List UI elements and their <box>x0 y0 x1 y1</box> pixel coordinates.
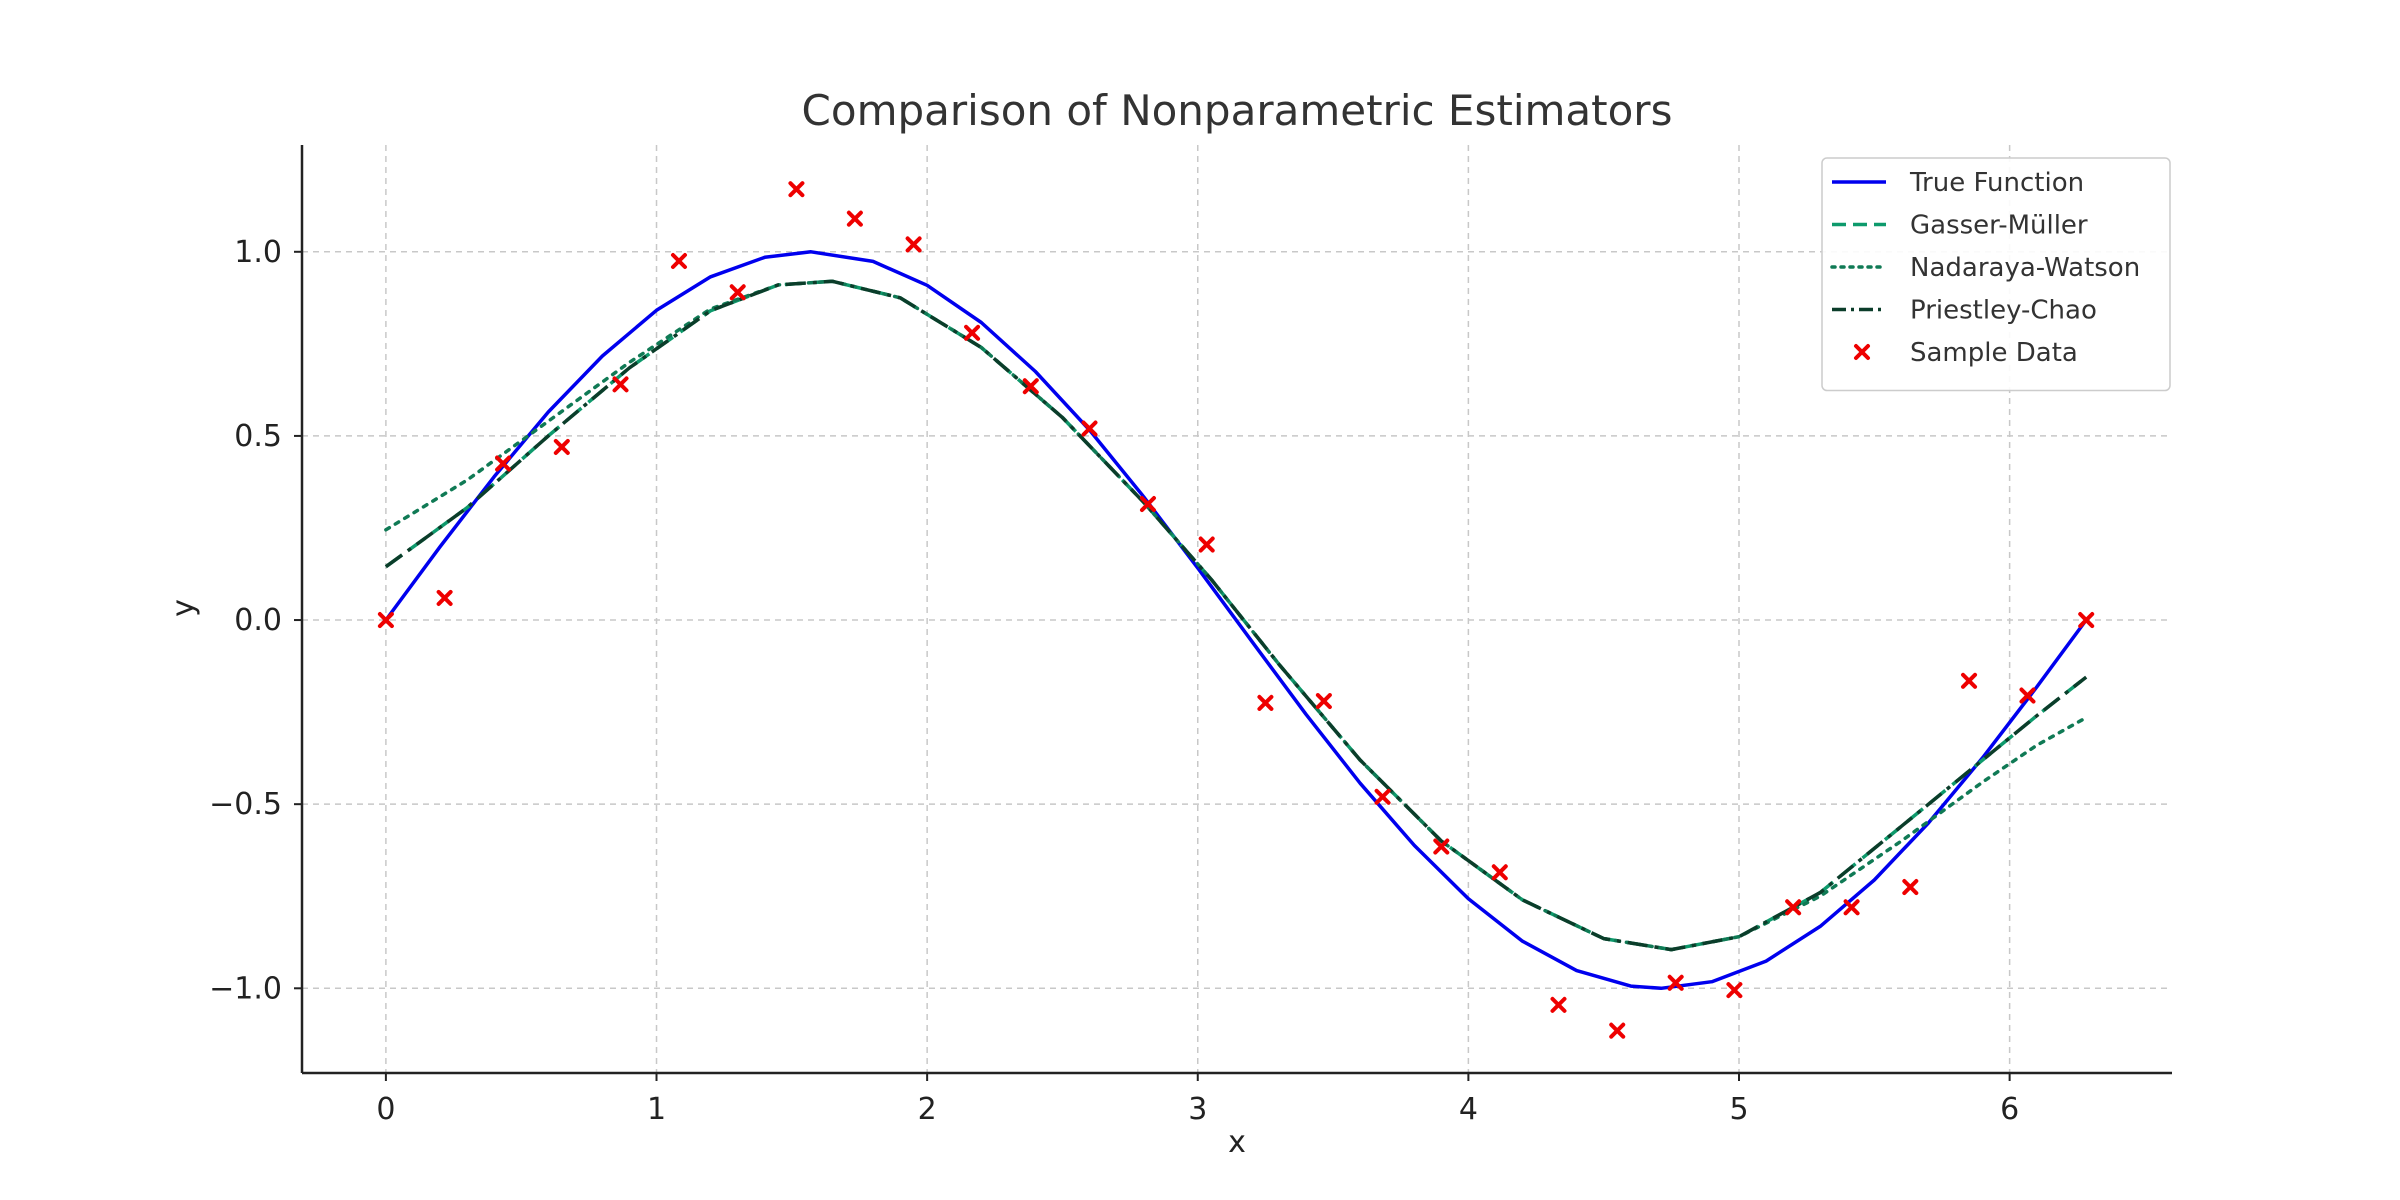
legend-label-sample-data: Sample Data <box>1910 338 2078 368</box>
sample-data-point <box>1843 899 1860 916</box>
sample-data-point <box>2078 612 2095 629</box>
sample-data-point <box>1257 694 1274 711</box>
y-axis-label: y <box>166 599 201 617</box>
x-tick-label: 0 <box>376 1092 395 1127</box>
axes <box>300 145 2172 1075</box>
x-tick-label: 2 <box>918 1092 937 1127</box>
ticks: 0 1 2 3 4 5 6 −1.0 −0.5 0.0 0.5 1.0 <box>209 235 2019 1127</box>
sample-data-point <box>553 438 570 455</box>
sample-data-point <box>377 612 394 629</box>
sample-data-point <box>729 284 746 301</box>
sample-data-point <box>612 376 629 393</box>
sample-data-point <box>1902 879 1919 896</box>
sample-data-point <box>2019 687 2036 704</box>
x-tick-label: 6 <box>2000 1092 2019 1127</box>
y-tick-label: −0.5 <box>209 787 282 822</box>
sample-data-point <box>1726 982 1743 999</box>
sample-data-point <box>1139 496 1156 513</box>
legend-label-nadaraya-watson: Nadaraya-Watson <box>1910 253 2140 283</box>
y-tick-label: −1.0 <box>209 971 282 1006</box>
sample-data-point <box>1609 1022 1626 1039</box>
sample-data-point <box>1491 864 1508 881</box>
legend-label-priestley-chao: Priestley-Chao <box>1910 296 2097 326</box>
sample-data-point <box>436 589 453 606</box>
sample-data-point <box>495 455 512 472</box>
x-tick-label: 5 <box>1729 1092 1748 1127</box>
x-tick-label: 4 <box>1459 1092 1478 1127</box>
nadaraya-watson-line <box>384 279 2088 952</box>
chart-title: Comparison of Nonparametric Estimators <box>802 86 1673 135</box>
x-tick-label: 1 <box>647 1092 666 1127</box>
x-tick-label: 3 <box>1188 1092 1207 1127</box>
legend: True Function Gasser-Müller Nadaraya-Watso… <box>1821 157 2171 392</box>
legend-swatch-sample-data <box>1854 344 1870 360</box>
y-tick-label: 1.0 <box>234 235 282 270</box>
y-tick-label: 0.5 <box>234 419 282 454</box>
sample-data-point <box>788 181 805 198</box>
sample-data-point <box>1550 996 1567 1013</box>
sample-data-point <box>1022 378 1039 395</box>
sample-data-point <box>1785 899 1802 916</box>
x-axis-label: x <box>1228 1125 1246 1160</box>
sample-data-point <box>1433 838 1450 855</box>
sample-data-point <box>964 324 981 341</box>
priestley-chao-line <box>384 279 2088 952</box>
sample-data-point <box>846 210 863 227</box>
y-tick-label: 0.0 <box>234 603 282 638</box>
sample-data-point <box>1081 420 1098 437</box>
legend-label-true-function: True Function <box>1909 168 2084 198</box>
sample-data-point <box>1667 974 1684 991</box>
sample-data-point <box>1374 788 1391 805</box>
series-layer <box>377 181 2095 1039</box>
sample-data-point <box>905 236 922 253</box>
sample-data-point <box>1961 672 1978 689</box>
legend-box <box>1821 157 2171 392</box>
sample-data-point <box>1315 693 1332 710</box>
legend-label-gasser-muller: Gasser-Müller <box>1910 211 2088 241</box>
true-function-line <box>384 250 2088 991</box>
sample-data-point <box>1198 536 1215 553</box>
sample-data-point <box>670 253 687 269</box>
